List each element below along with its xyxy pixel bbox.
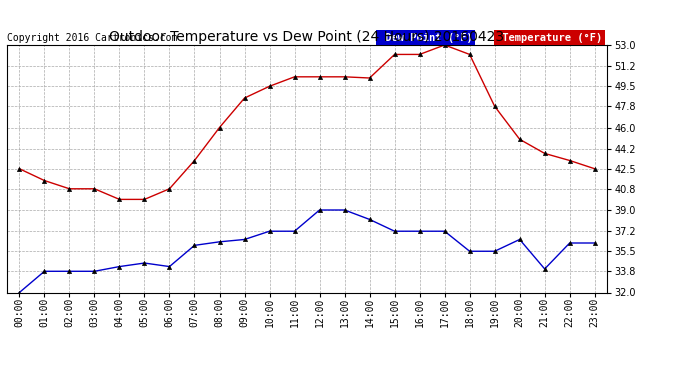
Text: Dew Point (°F): Dew Point (°F) (379, 33, 473, 42)
Text: Copyright 2016 Cartronics.com: Copyright 2016 Cartronics.com (7, 33, 177, 42)
Title: Outdoor Temperature vs Dew Point (24 Hours) 20160423: Outdoor Temperature vs Dew Point (24 Hou… (110, 30, 504, 44)
Text: Temperature (°F): Temperature (°F) (496, 33, 602, 42)
